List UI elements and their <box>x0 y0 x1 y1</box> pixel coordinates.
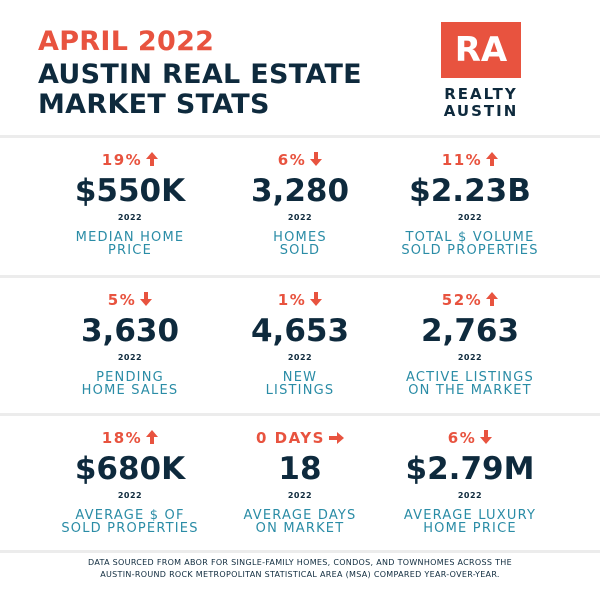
logo-mark: RA <box>441 22 521 78</box>
arrow-shape <box>146 430 159 444</box>
stat-label: ON THE MARKET <box>408 383 532 398</box>
change: 6% <box>190 151 410 169</box>
footer-line: AUSTIN-ROUND ROCK METROPOLITAN STATISTIC… <box>100 570 500 579</box>
stat-label: NEW <box>282 370 318 385</box>
stat-label: ACTIVE LISTINGS <box>406 370 534 385</box>
change-text: 6% <box>277 151 307 169</box>
stat-value: 18 <box>278 451 322 487</box>
separator <box>0 135 600 138</box>
arrow-shape <box>310 292 323 306</box>
change-text: 18% <box>101 429 143 447</box>
change-text: 19% <box>101 151 143 169</box>
stat-label: HOMES <box>273 230 327 245</box>
arrow-right <box>328 432 344 444</box>
year: 2022 <box>457 353 483 362</box>
change-text: 6% <box>447 429 477 447</box>
stat-label: PENDING <box>96 370 164 385</box>
change: 6% <box>360 429 580 447</box>
stat-label: AVERAGE DAYS <box>243 508 357 523</box>
arrow-shape <box>140 292 153 306</box>
stat-value: $2.79M <box>405 451 535 487</box>
arrow-shape <box>146 152 159 166</box>
change: 5% <box>20 291 240 309</box>
arrow-shape <box>480 430 493 444</box>
change-text: 1% <box>277 291 307 309</box>
stat-value: $680K <box>74 451 186 487</box>
year: 2022 <box>457 213 483 222</box>
logo-name: REALTY <box>444 85 518 103</box>
change: 11% <box>360 151 580 169</box>
arrow-shape <box>328 432 344 444</box>
stat-value: 4,653 <box>250 313 350 349</box>
stat-value: $2.23B <box>409 173 531 209</box>
change: 19% <box>20 151 240 169</box>
title-line: AUSTIN REAL ESTATE <box>38 59 362 90</box>
stat-label: MEDIAN HOME <box>75 230 185 245</box>
stat-label: SOLD <box>279 243 321 258</box>
arrow-shape <box>310 152 323 166</box>
stat-label: SOLD PROPERTIES <box>61 521 199 536</box>
stat-label: ON MARKET <box>255 521 345 536</box>
stat-value: 2,763 <box>420 313 520 349</box>
stat-label: HOME SALES <box>81 383 179 398</box>
year: 2022 <box>287 213 313 222</box>
year: 2022 <box>457 491 483 500</box>
stat-value: 3,630 <box>80 313 180 349</box>
arrow-down <box>310 152 323 166</box>
arrow-up <box>486 292 499 306</box>
year: 2022 <box>287 491 313 500</box>
change-text: 5% <box>107 291 137 309</box>
stat-label: SOLD PROPERTIES <box>401 243 539 258</box>
stat-label: LISTINGS <box>265 383 335 398</box>
separator <box>0 550 600 553</box>
separator <box>0 275 600 278</box>
logo-name: AUSTIN <box>443 102 519 120</box>
date: APRIL 2022 <box>38 26 215 57</box>
stat-label: HOME PRICE <box>423 521 517 536</box>
footer-line: DATA SOURCED FROM ABOR FOR SINGLE-FAMILY… <box>88 558 512 567</box>
stat-value: $550K <box>74 173 186 209</box>
stat-label: TOTAL $ VOLUME <box>405 230 535 245</box>
change: 0 DAYS <box>190 429 410 447</box>
year: 2022 <box>117 491 143 500</box>
separator <box>0 413 600 416</box>
title-line: MARKET STATS <box>38 89 270 120</box>
change-text: 0 DAYS <box>256 429 325 447</box>
arrow-shape <box>486 152 499 166</box>
change: 52% <box>360 291 580 309</box>
arrow-up <box>486 152 499 166</box>
change: 18% <box>20 429 240 447</box>
stat-value: 3,280 <box>250 173 350 209</box>
year: 2022 <box>117 353 143 362</box>
arrow-down <box>480 430 493 444</box>
change-text: 11% <box>441 151 483 169</box>
change-text: 52% <box>441 291 483 309</box>
change: 1% <box>190 291 410 309</box>
stat-label: AVERAGE LUXURY <box>403 508 537 523</box>
arrow-up <box>146 430 159 444</box>
arrow-down <box>140 292 153 306</box>
arrow-shape <box>486 292 499 306</box>
stat-label: AVERAGE $ OF <box>75 508 185 523</box>
arrow-down <box>310 292 323 306</box>
year: 2022 <box>287 353 313 362</box>
arrow-up <box>146 152 159 166</box>
year: 2022 <box>117 213 143 222</box>
stat-label: PRICE <box>108 243 152 258</box>
